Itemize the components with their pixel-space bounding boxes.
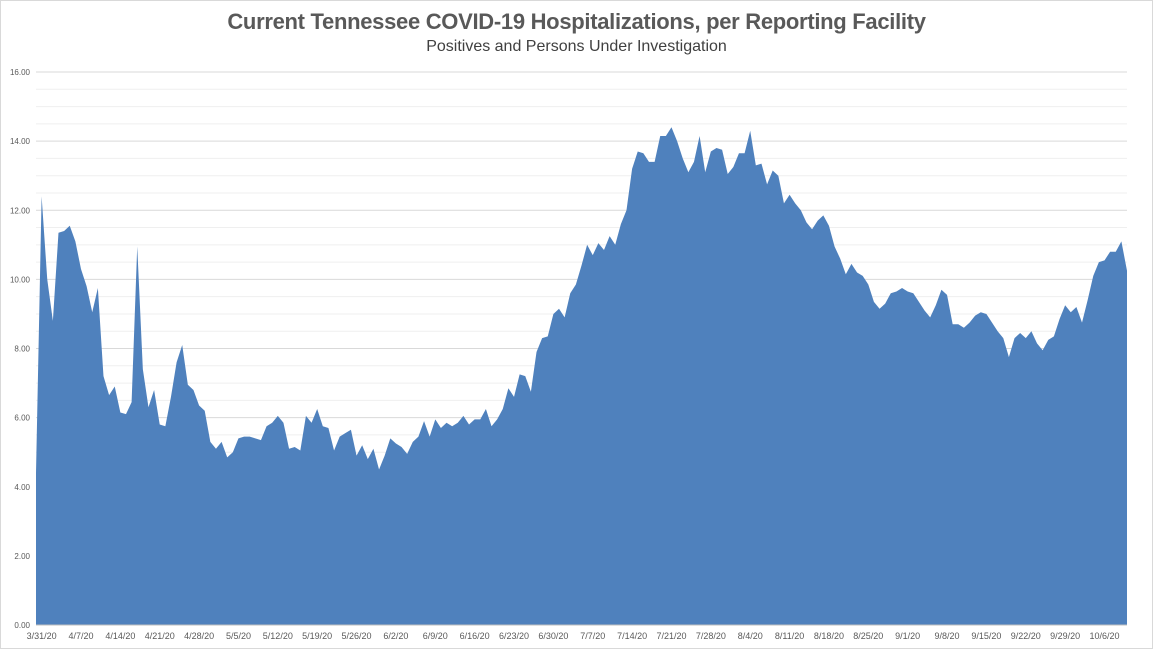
x-tick-label: 6/30/20 xyxy=(538,631,568,641)
x-tick-label: 5/12/20 xyxy=(263,631,293,641)
chart-subtitle: Positives and Persons Under Investigatio… xyxy=(426,38,727,55)
x-tick-label: 9/22/20 xyxy=(1011,631,1041,641)
y-tick-label: 2.00 xyxy=(14,552,30,561)
x-tick-label: 10/6/20 xyxy=(1089,631,1119,641)
x-tick-label: 8/4/20 xyxy=(738,631,763,641)
x-tick-label: 7/7/20 xyxy=(580,631,605,641)
area-path xyxy=(36,127,1127,626)
x-tick-label: 4/28/20 xyxy=(184,631,214,641)
y-tick-label: 6.00 xyxy=(14,414,30,423)
x-tick-label: 9/1/20 xyxy=(895,631,920,641)
y-tick-label: 4.00 xyxy=(14,483,30,492)
x-tick-label: 8/11/20 xyxy=(775,631,804,641)
y-tick-label: 8.00 xyxy=(14,345,30,354)
x-tick-label: 5/19/20 xyxy=(302,631,332,641)
area-series xyxy=(36,127,1127,626)
x-tick-label: 6/2/20 xyxy=(383,631,408,641)
x-tick-label: 9/8/20 xyxy=(935,631,960,641)
x-tick-label: 4/14/20 xyxy=(105,631,135,641)
x-tick-label: 5/5/20 xyxy=(226,631,251,641)
x-tick-label: 3/31/20 xyxy=(27,631,57,641)
x-tick-label: 4/7/20 xyxy=(68,631,93,641)
x-tick-label: 6/9/20 xyxy=(423,631,448,641)
chart-title: Current Tennessee COVID-19 Hospitalizati… xyxy=(227,9,926,34)
x-tick-label: 8/25/20 xyxy=(853,631,883,641)
x-tick-label: 7/28/20 xyxy=(696,631,726,641)
y-tick-label: 16.00 xyxy=(10,68,31,77)
x-tick-label: 5/26/20 xyxy=(342,631,372,641)
x-tick-label: 4/21/20 xyxy=(145,631,175,641)
y-tick-label: 0.00 xyxy=(14,621,30,630)
y-axis-ticks: 0.00 2.00 4.00 6.00 8.00 10.00 12.00 14.00 16.00 xyxy=(10,68,31,630)
x-tick-label: 6/16/20 xyxy=(460,631,490,641)
y-tick-label: 10.00 xyxy=(10,275,31,284)
x-tick-label: 9/15/20 xyxy=(971,631,1001,641)
x-axis-ticks: 3/31/20 4/7/20 4/14/20 4/21/20 4/28/20 5/5/20… xyxy=(27,631,1120,641)
x-tick-label: 6/23/20 xyxy=(499,631,529,641)
y-tick-label: 14.00 xyxy=(10,137,31,146)
x-tick-label: 9/29/20 xyxy=(1050,631,1080,641)
y-tick-label: 12.00 xyxy=(10,206,31,215)
x-tick-label: 7/21/20 xyxy=(656,631,686,641)
x-tick-label: 7/14/20 xyxy=(617,631,647,641)
x-tick-label: 8/18/20 xyxy=(814,631,844,641)
